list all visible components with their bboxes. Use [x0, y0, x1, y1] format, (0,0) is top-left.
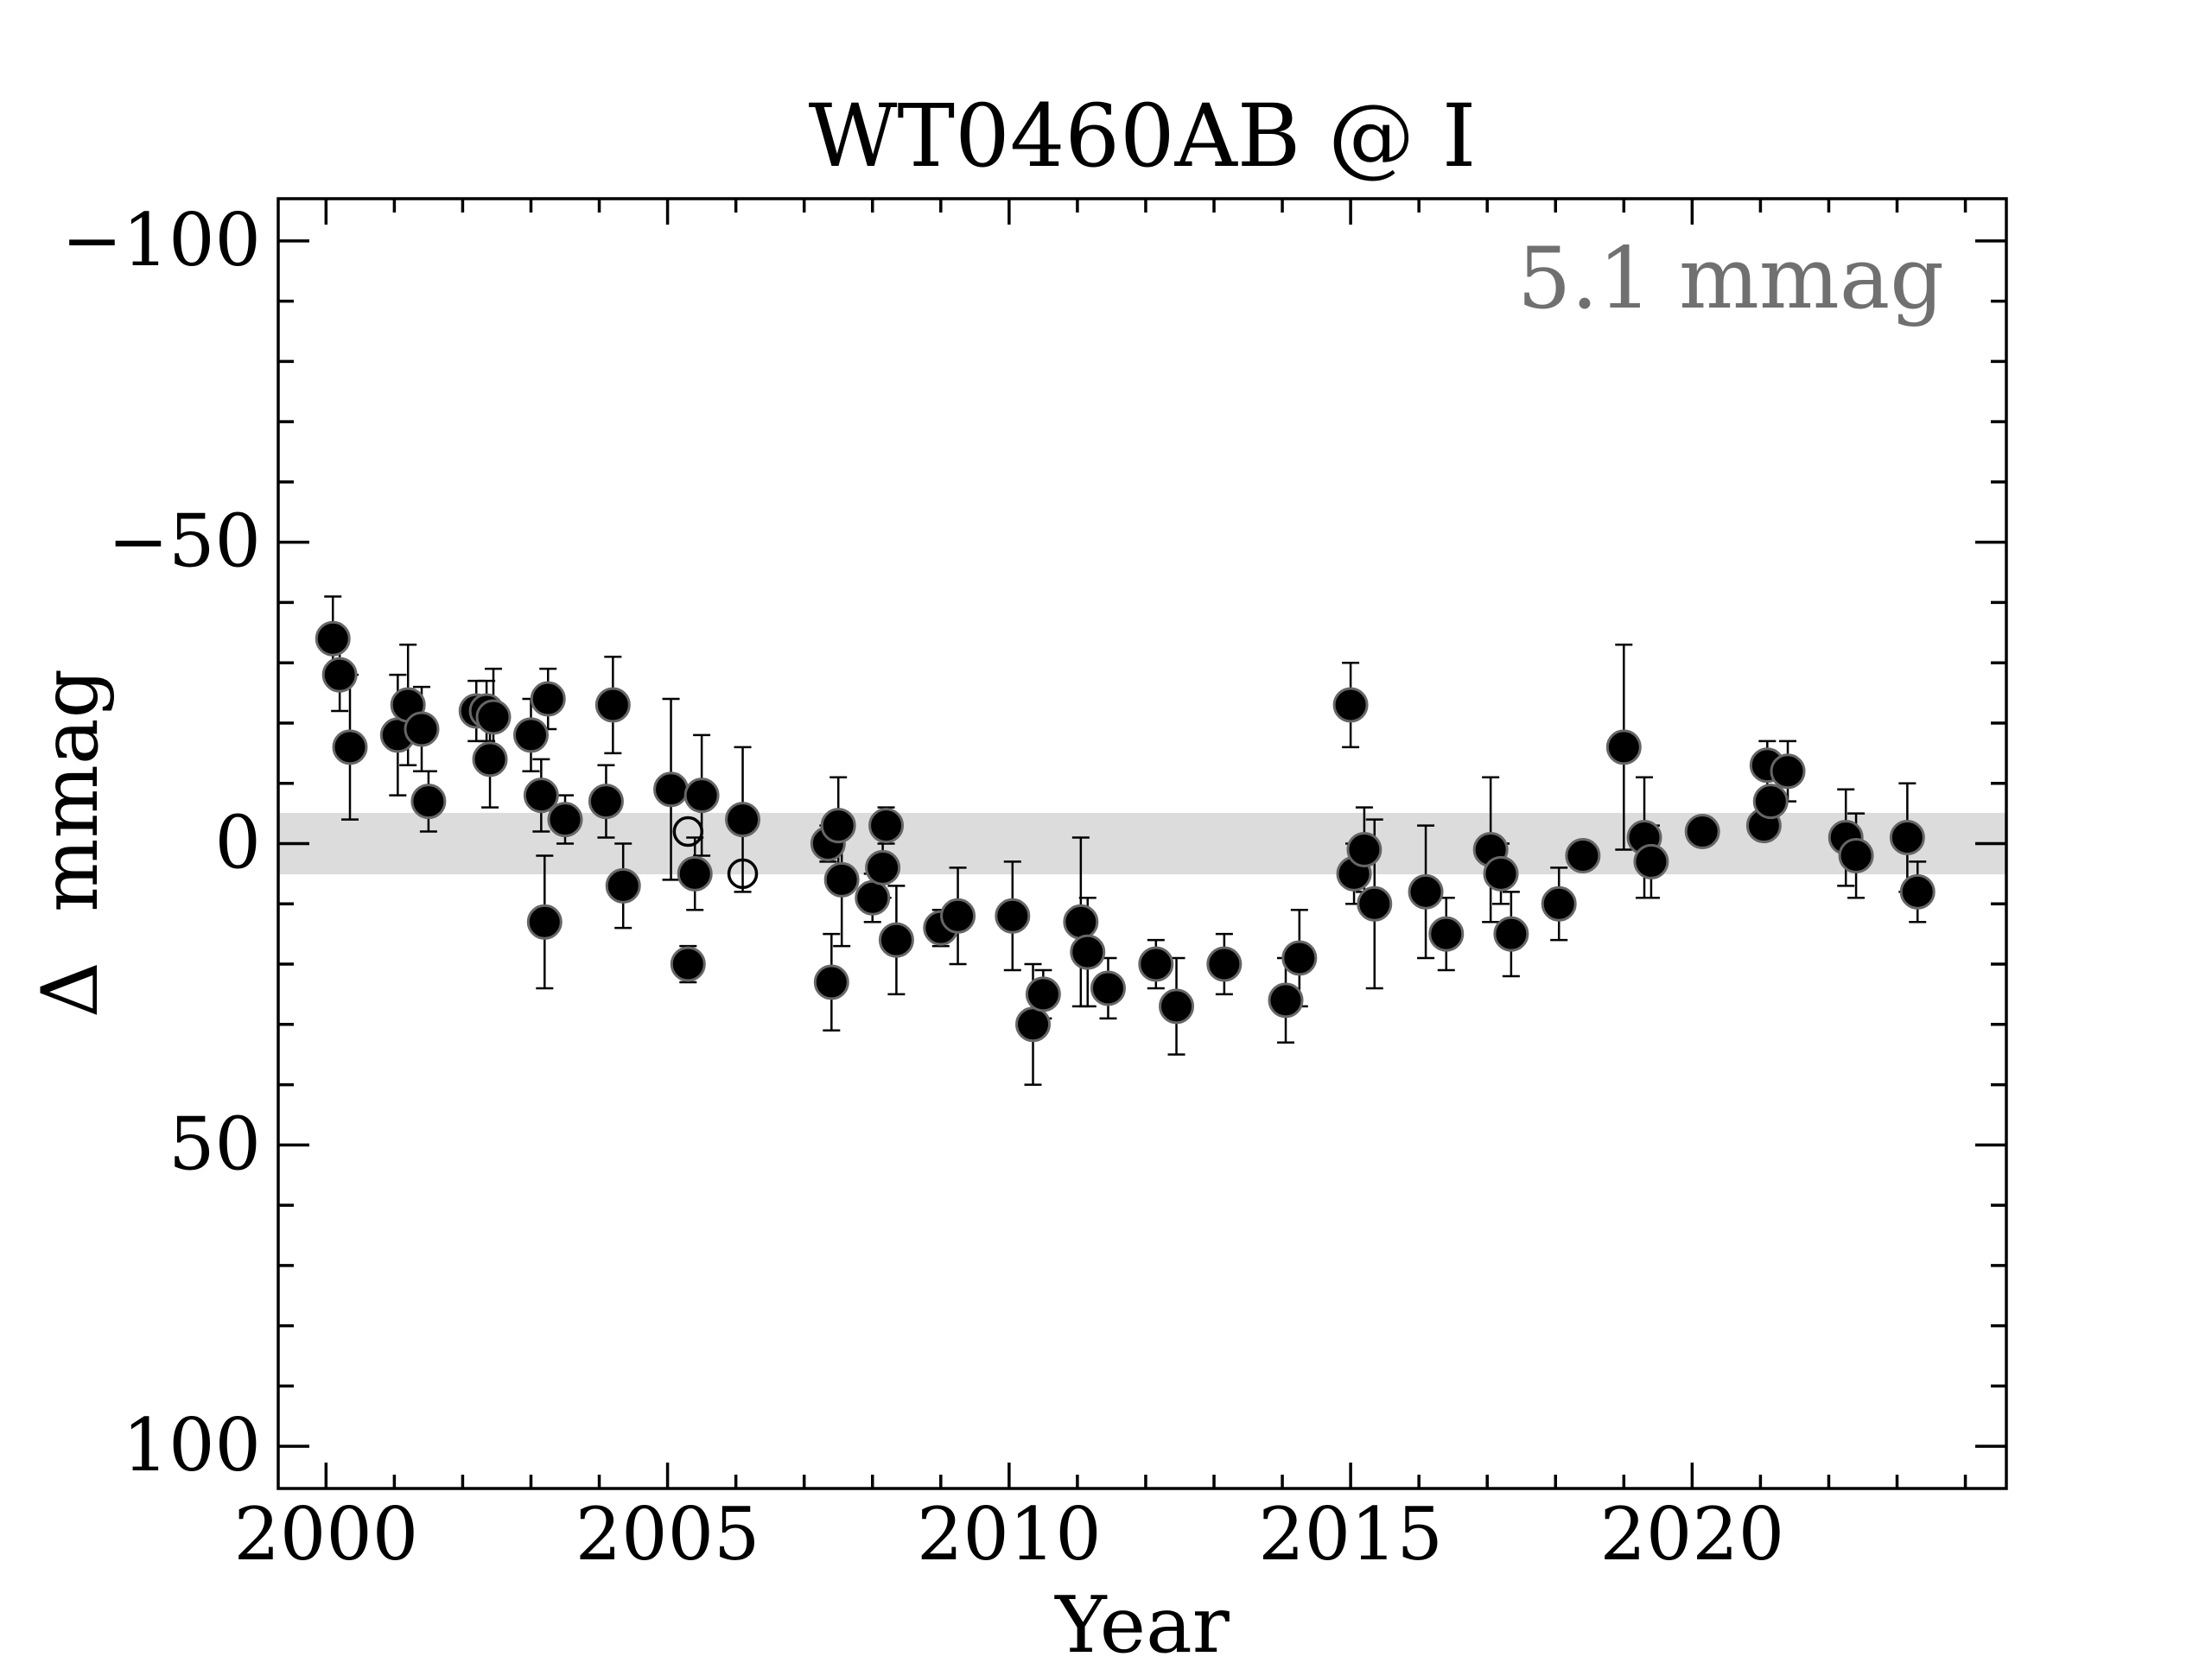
data-point [683, 778, 720, 814]
y-tick-label: −50 [108, 499, 261, 584]
axis-ticks [278, 199, 2006, 1488]
y-tick-labels: −100 −50 0 50 100 [61, 198, 261, 1488]
data-point [1090, 970, 1126, 1006]
x-tick-label: 2000 [233, 1492, 418, 1577]
open-data-point [727, 858, 759, 890]
x-tick-label: 2020 [1599, 1492, 1784, 1577]
data-point [813, 964, 849, 1000]
data-point [1541, 885, 1577, 922]
data-point [1408, 873, 1444, 910]
data-point [523, 778, 559, 814]
data-point [472, 741, 508, 778]
data-point [1483, 855, 1519, 892]
data-point [823, 861, 860, 898]
data-point [1025, 976, 1061, 1012]
data-point [1605, 729, 1642, 765]
data-point [1565, 837, 1601, 873]
data-points-layer [315, 620, 1936, 1043]
data-point [1899, 873, 1936, 910]
data-point [820, 808, 856, 844]
data-point [410, 784, 447, 820]
data-point [526, 904, 563, 940]
data-point [940, 898, 976, 934]
data-point [865, 849, 901, 885]
data-point [588, 784, 624, 820]
data-point [995, 898, 1031, 934]
chart-title: WT0460AB @ I [809, 86, 1477, 187]
data-point [530, 681, 566, 717]
data-point [547, 802, 583, 838]
data-point [475, 699, 512, 735]
data-point [1346, 831, 1382, 867]
open-data-point [672, 816, 704, 847]
y-tick-label: 100 [123, 1403, 261, 1488]
data-point [1770, 753, 1806, 790]
data-point [677, 855, 713, 892]
data-point [1015, 1006, 1052, 1043]
data-point [605, 867, 641, 904]
plot-frame [276, 197, 2008, 1490]
data-point [1332, 687, 1369, 723]
data-point [315, 620, 351, 657]
scatter-annotation: 5.1 mmag [1517, 230, 1944, 328]
data-point [404, 711, 440, 747]
data-point [1357, 885, 1393, 922]
data-point [868, 808, 905, 844]
data-point [725, 802, 761, 838]
y-axis-label: Δ mmag [25, 669, 116, 1018]
data-point [1428, 916, 1465, 952]
data-point [1752, 784, 1789, 820]
data-point [1268, 982, 1304, 1019]
data-point [1684, 814, 1720, 850]
data-point [1889, 820, 1925, 856]
x-tick-labels: 2000 2005 2010 2015 2020 [233, 1492, 1784, 1577]
data-point [1138, 946, 1174, 982]
data-point [878, 922, 914, 958]
data-point [855, 879, 891, 916]
y-tick-label: −100 [61, 198, 261, 282]
x-tick-label: 2015 [1258, 1492, 1443, 1577]
data-point [594, 687, 631, 723]
x-axis-label: Year [1053, 1580, 1230, 1659]
data-point [1070, 934, 1106, 970]
data-point [332, 729, 368, 765]
y-tick-label: 50 [168, 1101, 261, 1186]
x-tick-label: 2010 [917, 1492, 1102, 1577]
data-point [670, 946, 706, 982]
data-point [1206, 946, 1243, 982]
y-tick-label: 0 [215, 801, 261, 885]
x-tick-label: 2005 [575, 1492, 760, 1577]
data-point [1063, 904, 1099, 940]
data-point [1633, 843, 1669, 879]
data-point [1493, 916, 1529, 952]
data-point [321, 657, 358, 693]
data-point [1159, 988, 1195, 1025]
data-point [1838, 837, 1874, 873]
data-point [1281, 940, 1318, 976]
data-point [653, 771, 690, 808]
data-point [512, 717, 549, 753]
